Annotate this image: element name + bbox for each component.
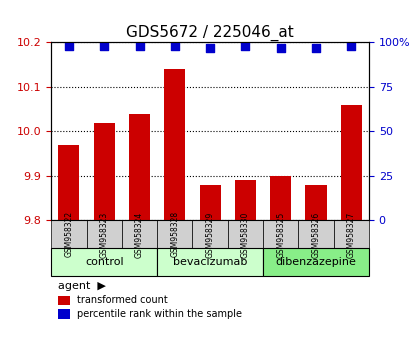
Text: GSM958330: GSM958330 [240,211,249,258]
Text: percentile rank within the sample: percentile rank within the sample [76,309,241,319]
Point [136,43,142,49]
Point [171,43,178,49]
FancyBboxPatch shape [227,221,263,248]
Bar [57,309,70,319]
FancyBboxPatch shape [157,221,192,248]
Bar [57,296,70,305]
Bar [164,69,185,354]
Bar [199,185,220,354]
Text: GSM958322: GSM958322 [64,211,73,257]
Text: bevacizumab: bevacizumab [173,257,247,267]
FancyBboxPatch shape [121,221,157,248]
FancyBboxPatch shape [51,221,86,248]
Bar [305,185,326,354]
Text: GSM958325: GSM958325 [276,211,285,257]
FancyBboxPatch shape [157,248,263,276]
Text: GSM958329: GSM958329 [205,211,214,257]
FancyBboxPatch shape [263,221,298,248]
Point [242,43,248,49]
Bar [58,145,79,354]
FancyBboxPatch shape [333,221,368,248]
Text: GSM958326: GSM958326 [311,211,320,257]
FancyBboxPatch shape [263,248,368,276]
Point [312,45,319,51]
Point [65,43,72,49]
Point [277,45,283,51]
FancyBboxPatch shape [51,248,157,276]
Text: GSM958327: GSM958327 [346,211,355,257]
Bar [93,122,115,354]
Text: control: control [85,257,123,267]
FancyBboxPatch shape [192,221,227,248]
Point [207,45,213,51]
Bar [128,114,150,354]
Point [101,43,107,49]
Text: GSM958328: GSM958328 [170,211,179,257]
Text: GSM958323: GSM958323 [99,211,108,257]
Text: dibenzazepine: dibenzazepine [275,257,355,267]
Text: transformed count: transformed count [76,296,167,306]
FancyBboxPatch shape [298,221,333,248]
Title: GDS5672 / 225046_at: GDS5672 / 225046_at [126,25,293,41]
Text: agent  ▶: agent ▶ [57,281,105,291]
Bar [340,105,361,354]
Bar [270,176,291,354]
Text: GSM958324: GSM958324 [135,211,144,257]
FancyBboxPatch shape [86,221,121,248]
Bar [234,181,255,354]
Point [347,43,354,49]
